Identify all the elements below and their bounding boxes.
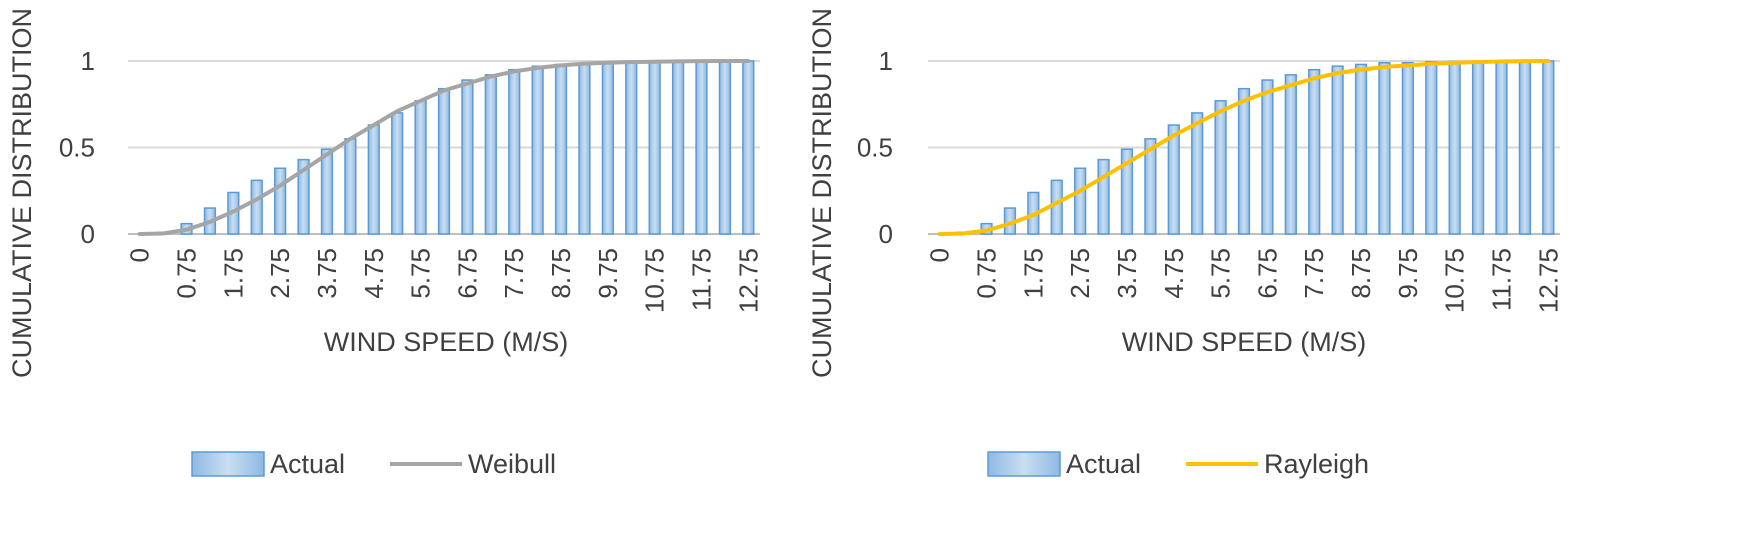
x-axis-title: WIND SPEED (M/S)	[324, 327, 569, 357]
y-tick-label: 0	[81, 219, 95, 249]
line-weibull	[137, 59, 751, 236]
bar-actual	[1542, 60, 1555, 235]
y-tick-label: 0.5	[857, 133, 893, 163]
y-tick-label: 1	[81, 46, 95, 76]
x-tick-label: 12.75	[1533, 248, 1563, 313]
x-tick-label: 2.75	[265, 248, 295, 299]
bar-actual	[508, 68, 521, 235]
bar-actual	[1448, 60, 1461, 235]
bar-actual	[297, 158, 310, 235]
bar-actual	[531, 65, 544, 235]
bar-actual	[1074, 167, 1087, 235]
legend-label-rayleigh: Rayleigh	[1264, 449, 1369, 479]
legend-swatch-actual	[987, 451, 1061, 477]
y-axis-title: CUMULATIVE DISTRIBUTION	[807, 8, 837, 378]
bar-actual	[1471, 60, 1485, 235]
bar-actual	[1331, 65, 1344, 235]
bar-actual	[625, 61, 638, 235]
x-tick-label: 12.75	[733, 248, 763, 313]
y-axis-title: CUMULATIVE DISTRIBUTION	[7, 8, 37, 378]
x-axis-title: WIND SPEED (M/S)	[1122, 327, 1367, 357]
x-tick-label: 11.75	[1486, 248, 1516, 311]
bar-actual	[1191, 112, 1204, 235]
bar-actual	[1354, 63, 1368, 235]
bar-actual	[367, 124, 380, 235]
x-tick-label: 8.75	[546, 248, 576, 299]
line-rayleigh	[937, 59, 1551, 236]
x-tick-label: 2.75	[1065, 248, 1095, 299]
x-tick-label: 0	[125, 248, 155, 262]
bar-actual	[1378, 61, 1391, 235]
bar-actual	[1144, 138, 1157, 235]
bar-actual	[1308, 68, 1321, 235]
x-tick-label: 0	[925, 248, 955, 262]
x-tick-label: 9.75	[593, 248, 623, 299]
bar-actual	[648, 60, 661, 235]
legend-swatch-actual	[191, 451, 265, 477]
x-tick-label: 9.75	[1393, 248, 1423, 299]
chart-panel-2: 0 0.5 1 0 0.75 1.75 2.75 3.75 4.75 5.75 6.75 7.75 8.…	[807, 8, 1563, 479]
legend-label-weibull: Weibull	[468, 449, 556, 479]
bar-actual	[437, 87, 451, 235]
x-tick-label: 7.75	[1299, 248, 1329, 299]
bar-actual	[742, 60, 755, 235]
legend: Actual Weibull	[191, 449, 556, 479]
bar-actual	[1518, 60, 1532, 235]
x-tick-label: 4.75	[1159, 248, 1189, 299]
x-tick-label: 10.75	[1440, 248, 1470, 313]
bar-actual	[671, 60, 685, 235]
x-tick-label: 1.75	[218, 248, 248, 299]
bar-actual	[484, 74, 497, 235]
bar-actual	[391, 112, 404, 235]
y-tick-label: 0.5	[59, 133, 95, 163]
bar-actual	[1237, 87, 1251, 235]
x-tick-label: 11.75	[686, 248, 716, 311]
x-tick-label: 3.75	[312, 248, 342, 299]
bar-actual	[1495, 60, 1508, 235]
bar-actual	[1167, 124, 1180, 235]
bar-actual	[461, 79, 474, 235]
x-tick-label: 5.75	[1206, 248, 1236, 299]
bar-actual	[601, 61, 614, 235]
x-tick-label: 6.75	[452, 248, 482, 299]
bar-actual	[578, 61, 591, 235]
y-tick-label: 1	[879, 46, 893, 76]
legend: Actual Rayleigh	[987, 449, 1369, 479]
x-tick-label: 4.75	[359, 248, 389, 299]
bar-actual	[1097, 158, 1110, 235]
bar-actual	[1120, 148, 1134, 235]
bar-actual	[250, 179, 263, 235]
legend-label-actual: Actual	[270, 449, 345, 479]
bar-actual	[718, 60, 732, 235]
legend-label-actual: Actual	[1066, 449, 1141, 479]
bar-actual	[274, 167, 287, 235]
x-tick-label: 10.75	[640, 248, 670, 313]
bar-actual	[695, 60, 708, 235]
bar-actual	[1050, 179, 1063, 235]
bar-actual	[1261, 79, 1274, 235]
chart-panel-1: 0 0.5 1 0 0.75 1.75 2.75 3.75 4.75 5.75 6.75 7.75 8.…	[7, 8, 763, 479]
x-tick-label: 8.75	[1346, 248, 1376, 299]
bar-actual	[344, 138, 357, 235]
x-tick-label: 6.75	[1252, 248, 1282, 299]
bar-actual	[414, 100, 427, 235]
bar-actual	[1284, 74, 1297, 235]
bar-actual	[1214, 100, 1227, 235]
x-tick-label: 3.75	[1112, 248, 1142, 299]
bar-actual	[320, 148, 334, 235]
x-tick-label: 0.75	[172, 248, 202, 299]
x-tick-label: 1.75	[1018, 248, 1048, 299]
x-tick-label: 5.75	[406, 248, 436, 299]
x-tick-label: 7.75	[499, 248, 529, 299]
x-tick-label: 0.75	[972, 248, 1002, 299]
y-tick-label: 0	[879, 219, 893, 249]
bar-actual	[554, 63, 568, 235]
bar-actual	[1425, 61, 1438, 235]
bar-actual	[1401, 61, 1414, 235]
